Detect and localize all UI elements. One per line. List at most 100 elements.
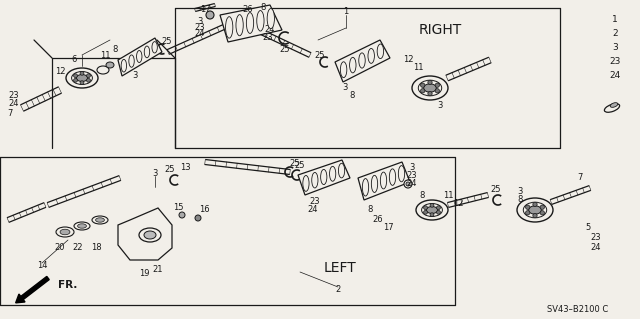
Ellipse shape (144, 46, 150, 58)
Polygon shape (358, 162, 410, 200)
Ellipse shape (371, 175, 378, 192)
Ellipse shape (340, 62, 347, 78)
Ellipse shape (321, 169, 327, 185)
Ellipse shape (121, 59, 127, 72)
Circle shape (533, 213, 537, 218)
Ellipse shape (398, 166, 404, 182)
Ellipse shape (236, 15, 243, 36)
Text: 11: 11 (443, 190, 453, 199)
Ellipse shape (106, 62, 114, 68)
Circle shape (428, 80, 432, 85)
Ellipse shape (610, 103, 618, 107)
Ellipse shape (152, 41, 157, 53)
Text: 6: 6 (71, 56, 77, 64)
Circle shape (525, 205, 530, 209)
Text: 3: 3 (612, 43, 618, 53)
Text: 19: 19 (139, 269, 149, 278)
Ellipse shape (517, 198, 553, 222)
Text: SV43–B2100 C: SV43–B2100 C (547, 306, 609, 315)
Ellipse shape (377, 44, 383, 59)
Ellipse shape (66, 68, 98, 88)
Text: 26: 26 (243, 5, 253, 14)
Text: 23: 23 (406, 172, 417, 181)
Text: 21: 21 (153, 265, 163, 275)
Circle shape (435, 89, 440, 93)
Polygon shape (118, 208, 172, 260)
Text: 25: 25 (290, 160, 300, 168)
Circle shape (435, 83, 440, 87)
Text: 3: 3 (437, 100, 443, 109)
Text: 23: 23 (9, 91, 19, 100)
Circle shape (86, 74, 90, 78)
Text: LEFT: LEFT (324, 261, 356, 275)
Ellipse shape (362, 179, 369, 196)
Ellipse shape (359, 53, 365, 68)
Ellipse shape (246, 12, 253, 33)
Ellipse shape (416, 200, 448, 220)
Text: 2: 2 (335, 286, 340, 294)
Text: 11: 11 (100, 51, 110, 61)
Text: 8: 8 (112, 46, 118, 55)
Text: 8: 8 (419, 190, 425, 199)
Text: 1: 1 (612, 16, 618, 25)
Polygon shape (118, 38, 162, 76)
Circle shape (206, 11, 214, 19)
Ellipse shape (76, 75, 88, 81)
Ellipse shape (424, 84, 436, 92)
Text: 3: 3 (342, 84, 348, 93)
Circle shape (424, 211, 428, 214)
Text: 12: 12 (403, 56, 413, 64)
Ellipse shape (368, 48, 374, 63)
Circle shape (533, 202, 537, 206)
Text: 7: 7 (7, 109, 13, 118)
Ellipse shape (267, 9, 275, 29)
Text: 3: 3 (197, 18, 203, 26)
Text: 25: 25 (164, 166, 175, 174)
Circle shape (430, 204, 434, 207)
Text: 15: 15 (173, 203, 183, 211)
Circle shape (74, 78, 77, 82)
Text: 18: 18 (91, 243, 101, 253)
Text: 25: 25 (162, 38, 172, 47)
Ellipse shape (74, 222, 90, 230)
Circle shape (420, 89, 425, 93)
Text: 20: 20 (55, 243, 65, 253)
Ellipse shape (330, 167, 336, 181)
Circle shape (195, 215, 201, 221)
Polygon shape (220, 5, 282, 42)
Text: FR.: FR. (58, 280, 77, 290)
Text: RIGHT: RIGHT (419, 23, 461, 37)
Text: 3: 3 (517, 188, 523, 197)
Ellipse shape (312, 173, 318, 188)
Text: 12: 12 (452, 198, 463, 207)
Ellipse shape (529, 206, 541, 214)
Ellipse shape (257, 11, 264, 31)
Ellipse shape (60, 229, 70, 235)
Ellipse shape (144, 231, 156, 239)
Text: 24: 24 (195, 29, 205, 39)
Ellipse shape (225, 17, 233, 38)
Text: 23: 23 (262, 33, 273, 42)
Circle shape (86, 78, 90, 82)
Text: 23: 23 (609, 57, 621, 66)
Text: 25: 25 (295, 160, 305, 169)
Ellipse shape (422, 204, 442, 217)
Text: 23: 23 (310, 197, 320, 206)
Ellipse shape (412, 76, 448, 100)
Text: 24: 24 (308, 205, 318, 214)
Circle shape (525, 211, 530, 215)
Text: 3: 3 (410, 164, 415, 173)
Text: 24: 24 (591, 243, 601, 253)
Text: 13: 13 (180, 162, 190, 172)
Text: 25: 25 (491, 186, 501, 195)
Circle shape (540, 211, 545, 215)
Polygon shape (335, 40, 390, 82)
Ellipse shape (339, 163, 345, 178)
Circle shape (406, 182, 410, 186)
Circle shape (424, 206, 428, 210)
Text: 1: 1 (344, 8, 349, 17)
Circle shape (420, 83, 425, 87)
Circle shape (436, 211, 440, 214)
Circle shape (436, 206, 440, 210)
Text: 2: 2 (612, 29, 618, 39)
